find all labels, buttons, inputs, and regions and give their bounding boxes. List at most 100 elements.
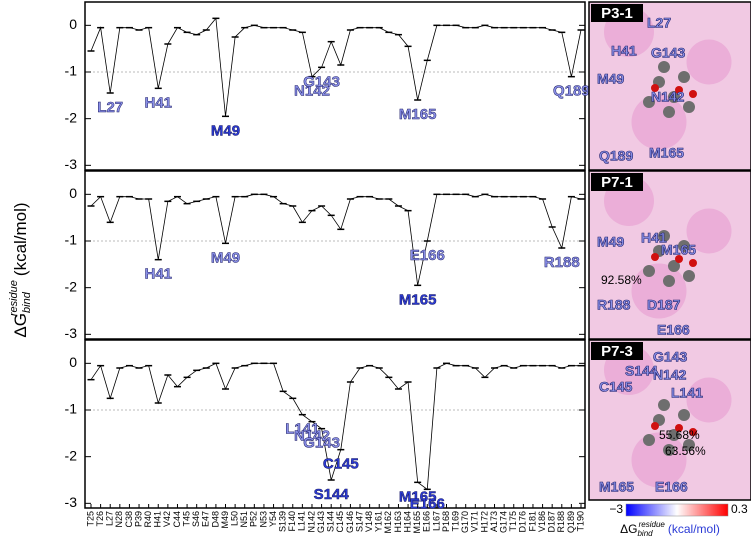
inset-title: P3-1 [601,5,633,22]
data-line [90,362,581,491]
atom [683,101,695,113]
atom [658,399,670,411]
x-tick-label: L50 [229,511,239,526]
residue-label: M165 [399,106,437,123]
inset-image [588,1,751,171]
y-label-sup: residue [8,280,20,316]
data-line [90,193,582,286]
x-tick-label: P39 [133,511,143,527]
inset-label: R188 [597,297,631,313]
inset-title-box [591,342,643,360]
y-tick-label: -2 [65,109,78,125]
inset-title: P7-3 [601,343,633,360]
atom [643,96,655,108]
atom [678,240,690,252]
atom [678,409,690,421]
x-tick-label: H164 [402,511,412,533]
residue-label: M165 [399,291,437,308]
inset-label: 55.68% [659,428,700,442]
atom [651,84,659,92]
data-line [90,17,582,117]
y-tick-label: -1 [65,401,78,417]
panel-frame [84,170,586,340]
inset-label: N142 [651,89,685,105]
residue-label: M49 [211,249,240,266]
y-tick-label: 0 [69,185,77,201]
inset-label: S144 [625,363,658,379]
ribbon [686,377,732,423]
x-tick-label: S46 [191,511,201,527]
x-tick-label: R40 [143,511,153,528]
atom [689,259,697,267]
x-tick-label: F181 [527,511,537,532]
residue-label: G143 [303,73,340,90]
residue-label: L27 [97,99,123,116]
y-tick-label: -1 [65,232,78,248]
x-tick-label: D187 [547,511,557,533]
inset-image [588,170,751,340]
colorbar-label-sup: residue [639,520,666,529]
residue-label: N142 [294,428,330,445]
y-axis-label: ΔGbindresidue (kcal/mol) [8,202,33,337]
x-tick-label: Y161 [374,511,384,532]
inset-title-box [591,4,643,22]
atom [663,106,675,118]
x-tick-label: T190 [575,511,585,532]
atom [675,86,683,94]
inset-label: M165 [599,479,634,495]
x-tick-label: S147 [354,511,364,532]
y-label-sub: bind [21,291,33,313]
atom [663,444,675,456]
residue-label: E166 [410,495,445,512]
atom [668,91,680,103]
x-tick-label: S139 [278,511,288,532]
atom [651,422,659,430]
x-tick-label: C44 [172,511,182,528]
colorbar-tick-label: 0.3 [731,502,748,516]
residue-label: M165 [399,488,437,505]
colorbar [625,503,729,517]
residue-label: E166 [410,247,445,264]
inset-label: Q189 [599,148,633,164]
inset-label: E166 [657,322,690,338]
y-tick-label: 0 [69,16,77,32]
atom [663,275,675,287]
atom [658,230,670,242]
x-tick-label: H41 [153,511,163,528]
x-tick-label: S144 [326,511,336,532]
x-tick-label: V148 [364,511,374,532]
residue-label: L141 [285,421,319,438]
atom [675,255,683,263]
y-tick-label: -1 [65,63,78,79]
inset-label: M49 [597,71,624,87]
residue-label: H41 [144,94,172,111]
x-tick-label: N53 [258,511,268,528]
y-tick-label: -2 [65,447,78,463]
x-tick-label: T26 [95,511,105,527]
residue-label: Q189 [553,83,590,100]
y-label-unit: (kcal/mol) [11,202,30,276]
inset-label: 63.56% [665,444,706,458]
inset-label: H41 [641,230,667,246]
x-tick-label: D176 [518,511,528,533]
inset-label: M165 [649,145,684,161]
x-tick-label: H163 [393,511,403,533]
inset-label: 92.58% [601,273,642,287]
y-tick-label: 0 [69,354,77,370]
inset-label: N142 [653,367,687,383]
x-tick-label: G174 [499,511,509,533]
x-tick-label: E47 [201,511,211,527]
x-tick-label: P52 [249,511,259,527]
inset-label: L141 [671,385,703,401]
inset-image [588,339,751,501]
panel-frame [84,339,586,509]
atom [651,253,659,261]
colorbar-label-unit: (kcal/mol) [668,522,720,536]
atom [689,90,697,98]
x-tick-label: D48 [210,511,220,528]
y-tick-label: -3 [65,325,78,341]
y-tick-label: -3 [65,494,78,510]
inset-title-box [591,173,643,191]
x-tick-label: E166 [422,511,432,532]
